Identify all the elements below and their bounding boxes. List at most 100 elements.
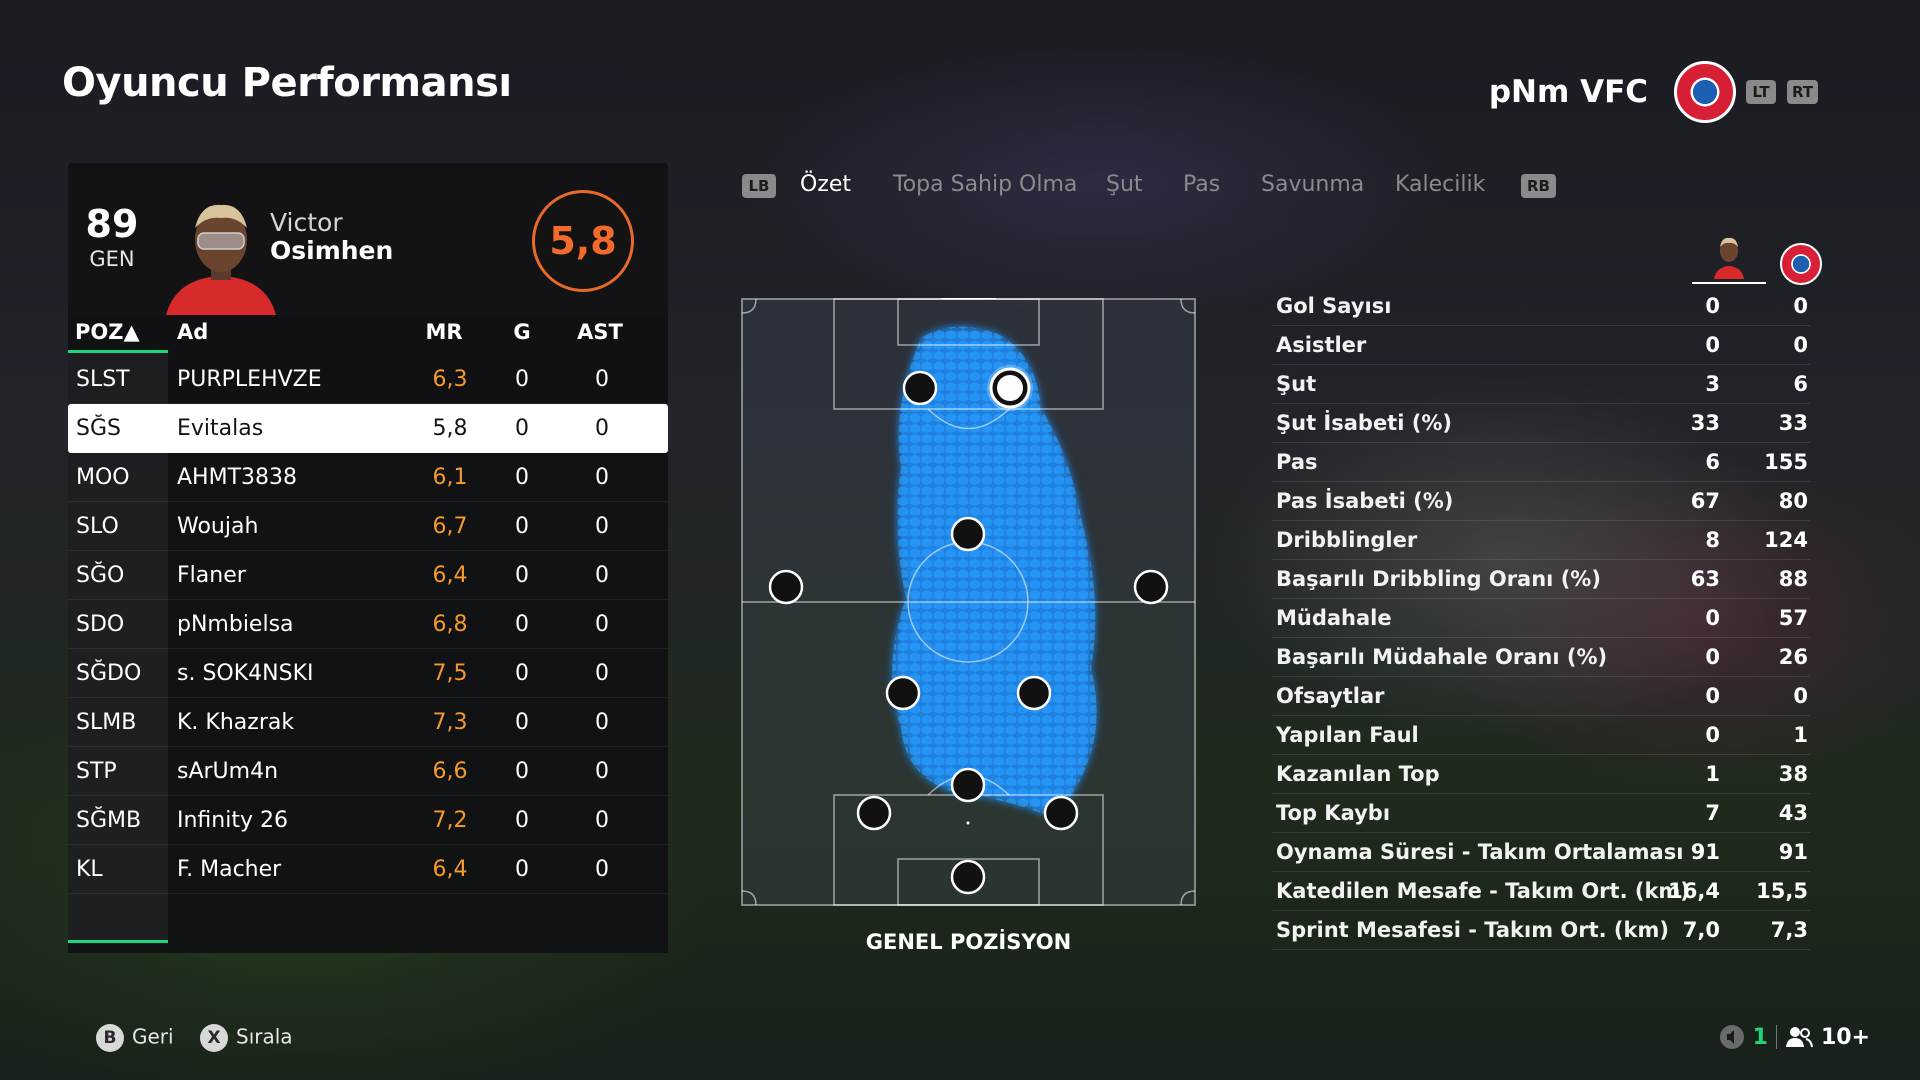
stat-label: Dribblingler [1276, 528, 1418, 552]
lb-button-hint[interactable]: LB [742, 174, 776, 198]
player-column-indicator [1692, 282, 1766, 284]
heatmap-label: GENEL POZİSYON [865, 930, 1072, 954]
tab-summary[interactable]: Özet [800, 172, 852, 197]
stat-player-value: 33 [1690, 411, 1720, 435]
tab-defending[interactable]: Savunma [1261, 172, 1365, 197]
stat-row: Başarılı Dribbling Oranı (%) 63 88 [1272, 560, 1810, 599]
table-row[interactable]: SĞS Evitalas 5,8 0 0 [68, 404, 668, 453]
stat-label: Başarılı Dribbling Oranı (%) [1276, 567, 1601, 591]
sort-button[interactable]: X Sırala [200, 1024, 293, 1052]
lt-button-hint[interactable]: LT [1746, 80, 1776, 104]
stat-player-value: 63 [1690, 567, 1720, 591]
stat-team-value: 33 [1778, 411, 1808, 435]
stat-player-value: 0 [1705, 333, 1720, 357]
table-row[interactable]: STP sArUm4n 6,6 0 0 [68, 747, 668, 796]
stat-label: Pas İsabeti (%) [1276, 489, 1454, 513]
rb-button-hint[interactable]: RB [1521, 174, 1556, 198]
stat-row: Şut 3 6 [1272, 365, 1810, 404]
stat-label: Asistler [1276, 333, 1367, 357]
stat-player-value: 0 [1705, 606, 1720, 630]
header-match-rating[interactable]: MR [425, 320, 463, 344]
stat-team-value: 57 [1778, 606, 1808, 630]
stat-row: Şut İsabeti (%) 33 33 [1272, 404, 1810, 443]
tab-shooting[interactable]: Şut [1106, 172, 1143, 197]
table-row[interactable]: SĞMB Infinity 26 7,2 0 0 [68, 796, 668, 845]
stat-row: Gol Sayısı 0 0 [1272, 287, 1810, 326]
tab-passing[interactable]: Pas [1183, 172, 1221, 197]
tab-goalkeeping[interactable]: Kalecilik [1395, 172, 1486, 197]
stat-row: Oynama Süresi - Takım Ortalaması 91 91 [1272, 833, 1810, 872]
stat-team-value: 155 [1764, 450, 1808, 474]
back-button[interactable]: B Geri [96, 1024, 174, 1052]
team-badge-icon [1780, 243, 1822, 285]
table-row[interactable]: SLO Woujah 6,7 0 0 [68, 502, 668, 551]
stat-player-value: 0 [1705, 684, 1720, 708]
row-position: SLO [76, 514, 119, 539]
row-match-rating: 6,4 [432, 563, 468, 588]
header-assists[interactable]: AST [577, 320, 623, 344]
sort-label: Sırala [236, 1024, 293, 1049]
row-player-name: F. Macher [177, 857, 282, 882]
table-row[interactable]: KL F. Macher 6,4 0 0 [68, 845, 668, 894]
table-row[interactable]: SLMB K. Khazrak 7,3 0 0 [68, 698, 668, 747]
table-row[interactable]: SDO pNmbielsa 6,8 0 0 [68, 600, 668, 649]
row-match-rating: 7,5 [432, 661, 468, 686]
row-match-rating: 7,2 [432, 808, 468, 833]
row-position: SLST [76, 367, 130, 392]
table-row[interactable]: SLST PURPLEHVZE 6,3 0 0 [68, 355, 668, 404]
player-position-dot [856, 795, 892, 831]
row-match-rating: 6,7 [432, 514, 468, 539]
row-position: SĞS [76, 416, 121, 441]
stat-team-value: 91 [1778, 840, 1808, 864]
row-player-name: Evitalas [177, 416, 264, 441]
stat-row: Sprint Mesafesi - Takım Ort. (km) 7,0 7,3 [1272, 911, 1810, 950]
stat-team-value: 15,5 [1756, 879, 1808, 903]
row-goals: 0 [515, 808, 529, 833]
row-player-name: Woujah [177, 514, 259, 539]
player-match-rating: 5,8 [532, 190, 634, 292]
row-player-name: AHMT3838 [177, 465, 298, 490]
stat-player-value: 7,0 [1682, 918, 1720, 942]
table-row[interactable]: SĞO Flaner 6,4 0 0 [68, 551, 668, 600]
row-position: SLMB [76, 710, 137, 735]
stat-player-value: 6 [1705, 450, 1720, 474]
row-goals: 0 [515, 367, 529, 392]
x-button-icon: X [200, 1024, 228, 1052]
stat-label: Sprint Mesafesi - Takım Ort. (km) [1276, 918, 1669, 942]
team-name: pNm VFC [1488, 74, 1648, 110]
row-goals: 0 [515, 612, 529, 637]
stat-row: Top Kaybı 7 43 [1272, 794, 1810, 833]
row-goals: 0 [515, 514, 529, 539]
table-row[interactable]: MOO AHMT3838 6,1 0 0 [68, 453, 668, 502]
header-position[interactable]: POZ▲ [75, 320, 140, 344]
row-match-rating: 6,8 [432, 612, 468, 637]
row-goals: 0 [515, 710, 529, 735]
stat-team-value: 1 [1793, 723, 1808, 747]
back-label: Geri [132, 1024, 174, 1049]
rt-button-hint[interactable]: RT [1787, 80, 1818, 104]
player-position-dot [1016, 675, 1052, 711]
stat-row: Yapılan Faul 0 1 [1272, 716, 1810, 755]
stat-label: Katedilen Mesafe - Takım Ort. (km) [1276, 879, 1690, 903]
status-bar: 1 10+ [1719, 1024, 1870, 1050]
row-goals: 0 [515, 857, 529, 882]
row-assists: 0 [595, 514, 609, 539]
stat-player-value: 0 [1705, 294, 1720, 318]
tab-possession[interactable]: Topa Sahip Olma [893, 172, 1078, 197]
stat-team-value: 26 [1778, 645, 1808, 669]
row-position: KL [76, 857, 103, 882]
row-player-name: pNmbielsa [177, 612, 294, 637]
row-position: MOO [76, 465, 130, 490]
header-name[interactable]: Ad [177, 320, 209, 344]
party-icon [1785, 1027, 1813, 1048]
row-assists: 0 [595, 563, 609, 588]
stat-team-value: 88 [1778, 567, 1808, 591]
stat-row: Asistler 0 0 [1272, 326, 1810, 365]
header-goals[interactable]: G [513, 320, 531, 344]
stat-row: Müdahale 0 57 [1272, 599, 1810, 638]
party-count: 10+ [1820, 1024, 1870, 1050]
player-position-dot [1043, 795, 1079, 831]
player-last-name: Osimhen [270, 236, 394, 265]
row-position: SĞDO [76, 661, 142, 686]
table-row[interactable]: SĞDO s. SOK4NSKI 7,5 0 0 [68, 649, 668, 698]
